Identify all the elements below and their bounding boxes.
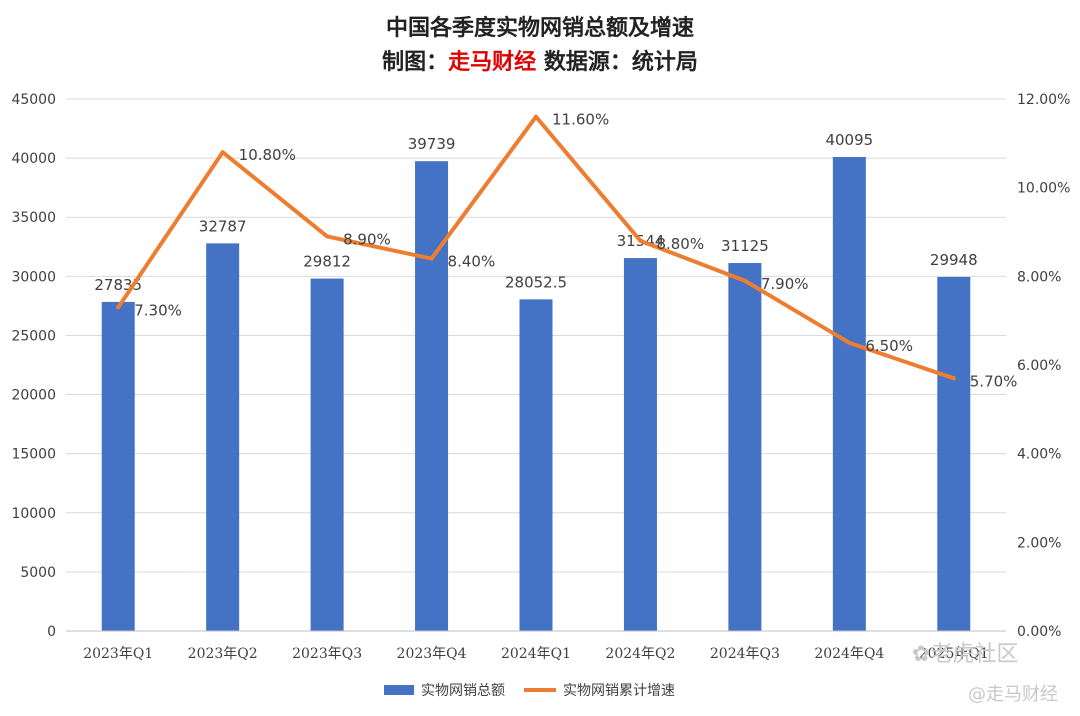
chart-title: 中国各季度实物网销总额及增速 — [385, 15, 694, 41]
legend-bar-label: 实物网销总额 — [421, 683, 505, 699]
y-left-tick-label: 45000 — [11, 92, 56, 108]
line-point — [742, 278, 747, 283]
subtitle-suffix: 数据源：统计局 — [536, 49, 698, 75]
line-data-label: 5.70% — [970, 372, 1018, 390]
y-left-tick-label: 30000 — [11, 269, 56, 285]
line-data-label: 7.90% — [761, 275, 809, 293]
line-data-label: 6.50% — [865, 337, 913, 355]
line-point — [325, 234, 330, 239]
bar-data-label: 40095 — [825, 131, 873, 149]
bar — [206, 243, 240, 631]
y-left-tick-label: 20000 — [11, 388, 56, 404]
line-data-label: 11.60% — [552, 111, 609, 129]
y-right-tick-label: 12.00% — [1017, 92, 1070, 108]
legend-line-label: 实物网销累计增速 — [563, 683, 675, 699]
bar — [519, 299, 553, 631]
x-tick-label: 2024年Q2 — [605, 646, 675, 662]
x-tick-label: 2023年Q1 — [83, 646, 153, 662]
y-right-tick-label: 8.00% — [1017, 269, 1061, 285]
bar-data-label: 29812 — [303, 253, 351, 271]
bar — [310, 278, 344, 631]
y-left-tick-label: 15000 — [11, 447, 56, 463]
y-right-tick-label: 0.00% — [1017, 624, 1061, 640]
line-point — [847, 340, 852, 345]
line-point — [220, 150, 225, 155]
y-left-tick-label: 0 — [47, 624, 56, 640]
y-left-tick-label: 40000 — [11, 151, 56, 167]
bar-data-label: 32787 — [199, 217, 247, 235]
y-left-tick-label: 5000 — [20, 565, 56, 581]
line-point — [638, 238, 643, 243]
y-left-tick-label: 25000 — [11, 328, 56, 344]
line-point — [951, 376, 956, 381]
y-right-tick-label: 10.00% — [1017, 181, 1070, 197]
chart-subtitle: 制图：走马财经 数据源：统计局 — [0, 44, 1080, 76]
x-tick-label: 2025年Q1 — [919, 646, 989, 662]
x-tick-label: 2024年Q3 — [710, 646, 780, 662]
legend-bar-swatch — [384, 685, 414, 695]
subtitle-prefix: 制图： — [382, 49, 449, 75]
subtitle-highlight: 走马财经 — [448, 49, 537, 75]
x-tick-label: 2023年Q4 — [397, 646, 467, 662]
bar — [415, 161, 449, 631]
line-point — [429, 256, 434, 261]
bar-data-label: 31125 — [721, 237, 769, 255]
line-data-label: 8.40% — [448, 253, 496, 271]
bar — [832, 156, 866, 631]
watermark-handle: @走马财经 — [968, 684, 1058, 705]
bar — [623, 258, 657, 631]
line-data-label: 7.30% — [134, 301, 182, 319]
x-tick-label: 2023年Q3 — [292, 646, 362, 662]
bar-data-label: 28052.5 — [505, 273, 567, 291]
bar — [101, 301, 135, 631]
watermark-community: ✿老虎社区 — [912, 642, 1019, 667]
tiger-logo-icon: ✿ — [912, 642, 931, 667]
bar — [728, 263, 762, 631]
bar-data-label: 29948 — [930, 251, 978, 269]
line-data-label: 8.90% — [343, 230, 391, 248]
x-tick-label: 2024年Q4 — [814, 646, 884, 662]
y-right-tick-label: 2.00% — [1017, 535, 1061, 551]
line-data-label: 8.80% — [656, 235, 704, 253]
y-left-tick-label: 35000 — [11, 210, 56, 226]
bar-data-label: 39739 — [408, 135, 456, 153]
line-data-label: 10.80% — [239, 146, 296, 164]
line-point — [534, 114, 538, 119]
y-right-tick-label: 4.00% — [1017, 447, 1061, 463]
y-right-tick-label: 6.00% — [1017, 358, 1061, 374]
line-point — [116, 305, 121, 310]
bar — [937, 276, 971, 631]
x-tick-label: 2024年Q1 — [501, 646, 571, 662]
y-left-tick-label: 10000 — [11, 506, 56, 522]
x-tick-label: 2023年Q2 — [188, 646, 258, 662]
